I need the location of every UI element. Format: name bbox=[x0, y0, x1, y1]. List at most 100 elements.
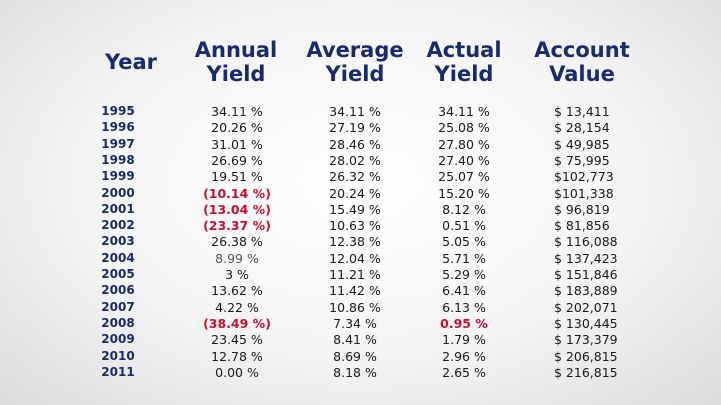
account-value-cell: $ 49,985 bbox=[554, 136, 610, 152]
actual-yield-cell: 5.05 % bbox=[442, 234, 486, 250]
average-yield-cell: 12.04 % bbox=[329, 250, 381, 266]
table-row: 2002 (23.37 %) 10.63 % 0.51 % $ 81,856 bbox=[0, 217, 721, 234]
annual-yield-cell: 19.51 % bbox=[211, 169, 263, 185]
annual-yield-cell: (13.04 %) bbox=[203, 201, 271, 217]
account-value-cell: $ 75,995 bbox=[554, 152, 610, 168]
table-row: 2001 (13.04 %) 15.49 % 8.12 % $ 96,819 bbox=[0, 201, 721, 218]
account-value-cell: $ 137,423 bbox=[554, 250, 618, 266]
actual-yield-cell: 34.11 % bbox=[438, 104, 490, 119]
table-row: 2011 0.00 % 8.18 % 2.65 % $ 216,815 bbox=[0, 364, 721, 381]
account-value-cell: $ 96,819 bbox=[554, 201, 610, 217]
year-cell: 2005 bbox=[101, 267, 135, 281]
actual-yield-cell: 2.96 % bbox=[442, 348, 486, 364]
table-row: 1998 26.69 % 28.02 % 27.40 % $ 75,995 bbox=[0, 152, 721, 169]
account-value-cell: $102,773 bbox=[554, 169, 614, 185]
account-value-cell: $ 202,071 bbox=[554, 299, 618, 315]
average-yield-cell: 10.86 % bbox=[329, 299, 381, 315]
annual-yield-cell: (23.37 %) bbox=[203, 218, 271, 234]
year-cell: 2007 bbox=[101, 299, 135, 314]
average-yield-cell: 28.02 % bbox=[329, 152, 381, 168]
actual-yield-cell: 15.20 % bbox=[438, 185, 490, 201]
year-cell: 2000 bbox=[101, 185, 135, 200]
table-row: 1997 31.01 % 28.46 % 27.80 % $ 49,985 bbox=[0, 136, 721, 153]
table-row: 2008 (38.49 %) 7.34 % 0.95 % $ 130,445 bbox=[0, 315, 721, 332]
actual-yield-cell: 6.41 % bbox=[442, 283, 486, 299]
actual-yield-cell: 1.79 % bbox=[442, 332, 486, 348]
annual-yield-cell: 0.00 % bbox=[215, 364, 259, 380]
account-value-cell: $ 151,846 bbox=[554, 267, 618, 282]
average-yield-cell: 12.38 % bbox=[329, 234, 381, 250]
actual-yield-cell: 0.51 % bbox=[442, 218, 486, 234]
annual-yield-cell: 13.62 % bbox=[211, 283, 263, 299]
average-yield-cell: 11.21 % bbox=[329, 267, 381, 282]
table-row: 2007 4.22 % 10.86 % 6.13 % $ 202,071 bbox=[0, 299, 721, 316]
header-year: Year bbox=[104, 50, 158, 74]
actual-yield-cell: 5.71 % bbox=[442, 250, 486, 266]
table-row: 1999 19.51 % 26.32 % 25.07 % $102,773 bbox=[0, 168, 721, 185]
header-account-value: Account Value bbox=[534, 38, 630, 86]
annual-yield-cell: 20.26 % bbox=[211, 120, 263, 136]
annual-yield-cell: 8.99 % bbox=[215, 250, 259, 266]
table-row: 2009 23.45 % 8.41 % 1.79 % $ 173,379 bbox=[0, 331, 721, 348]
year-cell: 2006 bbox=[101, 283, 135, 298]
average-yield-cell: 20.24 % bbox=[329, 185, 381, 201]
account-value-cell: $ 116,088 bbox=[554, 234, 618, 250]
year-cell: 1998 bbox=[101, 152, 135, 167]
account-value-cell: $ 206,815 bbox=[554, 348, 618, 364]
year-cell: 1999 bbox=[101, 169, 135, 184]
account-value-cell: $ 173,379 bbox=[554, 332, 618, 348]
account-value-cell: $ 216,815 bbox=[554, 364, 618, 380]
table-row: 2004 8.99 % 12.04 % 5.71 % $ 137,423 bbox=[0, 250, 721, 267]
actual-yield-cell: 5.29 % bbox=[442, 267, 486, 282]
account-value-cell: $ 81,856 bbox=[554, 218, 610, 234]
table-row: 2010 12.78 % 8.69 % 2.96 % $ 206,815 bbox=[0, 348, 721, 365]
annual-yield-cell: (10.14 %) bbox=[203, 185, 271, 201]
year-cell: 2004 bbox=[101, 250, 135, 265]
table-row: 2000 (10.14 %) 20.24 % 15.20 % $101,338 bbox=[0, 185, 721, 202]
actual-yield-cell: 8.12 % bbox=[442, 201, 486, 217]
table-row: 2006 13.62 % 11.42 % 6.41 % $ 183,889 bbox=[0, 282, 721, 299]
annual-yield-cell: 26.38 % bbox=[211, 234, 263, 250]
year-cell: 1997 bbox=[101, 136, 135, 151]
average-yield-cell: 8.69 % bbox=[333, 348, 377, 364]
actual-yield-cell: 27.40 % bbox=[438, 152, 490, 168]
account-value-cell: $ 130,445 bbox=[554, 315, 618, 331]
year-cell: 1996 bbox=[101, 120, 135, 135]
account-value-cell: $101,338 bbox=[554, 185, 614, 201]
year-cell: 2011 bbox=[101, 364, 135, 379]
average-yield-cell: 7.34 % bbox=[333, 315, 377, 331]
year-cell: 2008 bbox=[101, 315, 135, 330]
average-yield-cell: 27.19 % bbox=[329, 120, 381, 136]
average-yield-cell: 28.46 % bbox=[329, 136, 381, 152]
table-row: 1995 34.11 % 34.11 % 34.11 % $ 13,411 bbox=[0, 103, 721, 120]
annual-yield-cell: 3 % bbox=[225, 267, 249, 282]
header-actual-yield: Actual Yield bbox=[426, 38, 502, 86]
account-value-cell: $ 183,889 bbox=[554, 283, 618, 299]
average-yield-cell: 26.32 % bbox=[329, 169, 381, 185]
annual-yield-cell: 26.69 % bbox=[211, 152, 263, 168]
annual-yield-cell: 12.78 % bbox=[211, 348, 263, 364]
actual-yield-cell: 25.08 % bbox=[438, 120, 490, 136]
annual-yield-cell: 23.45 % bbox=[211, 332, 263, 348]
year-cell: 2010 bbox=[101, 348, 135, 363]
table-row: 1996 20.26 % 27.19 % 25.08 % $ 28,154 bbox=[0, 119, 721, 136]
year-cell: 2003 bbox=[101, 234, 135, 249]
average-yield-cell: 8.41 % bbox=[333, 332, 377, 348]
header-average-yield: Average Yield bbox=[306, 38, 404, 86]
actual-yield-cell: 25.07 % bbox=[438, 169, 490, 185]
header-annual-yield: Annual Yield bbox=[194, 38, 278, 86]
account-value-cell: $ 13,411 bbox=[554, 104, 610, 119]
annual-yield-cell: 4.22 % bbox=[215, 299, 259, 315]
year-cell: 2009 bbox=[101, 332, 135, 347]
actual-yield-cell: 0.95 % bbox=[440, 315, 488, 331]
year-cell: 2001 bbox=[101, 201, 135, 216]
actual-yield-cell: 27.80 % bbox=[438, 136, 490, 152]
average-yield-cell: 8.18 % bbox=[333, 364, 377, 380]
average-yield-cell: 10.63 % bbox=[329, 218, 381, 234]
average-yield-cell: 34.11 % bbox=[329, 104, 381, 119]
table-row: 2005 3 % 11.21 % 5.29 % $ 151,846 bbox=[0, 266, 721, 283]
actual-yield-cell: 6.13 % bbox=[442, 299, 486, 315]
account-value-cell: $ 28,154 bbox=[554, 120, 610, 136]
annual-yield-cell: (38.49 %) bbox=[203, 315, 271, 331]
